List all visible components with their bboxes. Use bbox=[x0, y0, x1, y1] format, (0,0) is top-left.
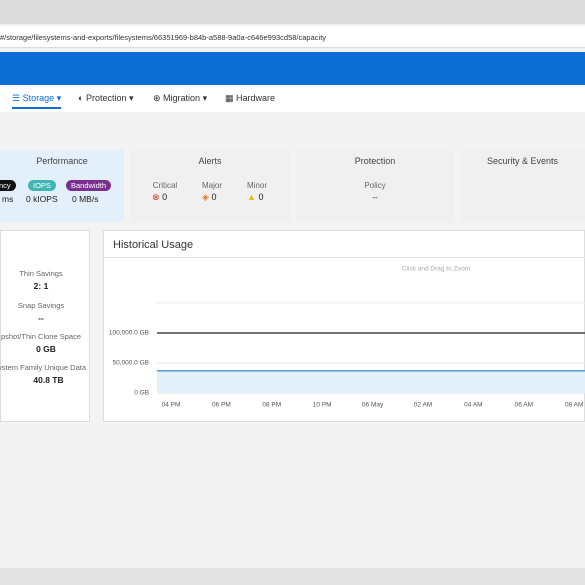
x-tick-label: 08 PM bbox=[262, 402, 281, 409]
nav-bar: ☰ Storage ▾ ◐ Protection ▾ ⊕ Migration ▾… bbox=[0, 85, 585, 112]
nav-hardware[interactable]: ▦ Hardware bbox=[225, 93, 276, 103]
y-tick-label: 100,000.0 GB bbox=[109, 330, 149, 337]
chart-title: Historical Usage bbox=[113, 239, 194, 251]
card-title: Alerts bbox=[198, 156, 222, 166]
x-tick-label: 04 AM bbox=[464, 402, 482, 409]
address-bar[interactable]: #/storage/filesystems-and-exports/filesy… bbox=[0, 26, 585, 48]
pill: ncy bbox=[0, 180, 16, 191]
alert-label: Critical bbox=[152, 181, 178, 190]
x-tick-label: 06 May bbox=[362, 402, 384, 409]
alert-count: 0 bbox=[162, 192, 168, 202]
nav-migration[interactable]: ⊕ Migration ▾ bbox=[153, 93, 208, 103]
pill: Bandwidth bbox=[66, 180, 112, 191]
x-tick-label: 10 PM bbox=[313, 402, 332, 409]
saving: Thin Savings 2: 1 bbox=[19, 269, 63, 291]
card-title: Protection bbox=[354, 156, 396, 166]
performance-card[interactable]: Performance ncy IOPS Bandwidth ms 0 kIOP… bbox=[0, 150, 124, 222]
x-tick-label: 06 PM bbox=[212, 402, 231, 409]
area bbox=[157, 370, 585, 393]
header bbox=[0, 52, 585, 85]
y-tick-label: 50,000.0 GB bbox=[113, 360, 150, 367]
saving: ystem Family Unique Data 40.8 TB bbox=[0, 363, 86, 385]
alert-label: Major bbox=[201, 181, 222, 190]
savings-card: Thin Savings 2: 1 Snap Savings -- pshot/Th… bbox=[0, 230, 90, 422]
nav-protection[interactable]: ◐ Protection ▾ bbox=[78, 93, 134, 103]
value: ms bbox=[2, 194, 14, 204]
chart-subtitle: Click and Drag to Zoom bbox=[402, 266, 470, 273]
alert-label: Minor bbox=[246, 181, 267, 190]
x-tick-label: 08 AM bbox=[565, 402, 583, 409]
alert-count: 0 bbox=[211, 192, 217, 202]
saving: pshot/Thin Clone Space 0 GB bbox=[0, 332, 81, 354]
x-tick-label: 02 AM bbox=[414, 402, 432, 409]
protection-card[interactable]: Protection Policy -- bbox=[296, 150, 454, 222]
value: 0 MB/s bbox=[72, 194, 99, 204]
nav-storage[interactable]: ☰ Storage ▾ bbox=[12, 93, 62, 109]
footer bbox=[0, 568, 585, 585]
x-tick-label: 06 AM bbox=[515, 402, 533, 409]
browser-tabs bbox=[0, 0, 585, 24]
pill: IOPS bbox=[28, 180, 56, 191]
card-title: Performance bbox=[36, 156, 88, 166]
label: Policy bbox=[364, 181, 386, 190]
security-card[interactable]: Security & Events bbox=[460, 150, 585, 222]
value: 0 kIOPS bbox=[26, 194, 58, 204]
value: -- bbox=[372, 193, 378, 202]
saving: Snap Savings -- bbox=[17, 301, 65, 323]
alert-count: 0 bbox=[258, 192, 264, 202]
y-tick-label: 0 GB bbox=[134, 390, 149, 397]
alerts-card[interactable]: Alerts Critical ⊗ 0 Major ◈ 0 Minor ▲ 0 bbox=[130, 150, 290, 222]
card-title: Security & Events bbox=[486, 156, 559, 166]
x-tick-label: 04 PM bbox=[162, 402, 181, 409]
chart: Click and Drag to Zoom 0 GB 50,000.0 GB 10… bbox=[109, 266, 585, 409]
